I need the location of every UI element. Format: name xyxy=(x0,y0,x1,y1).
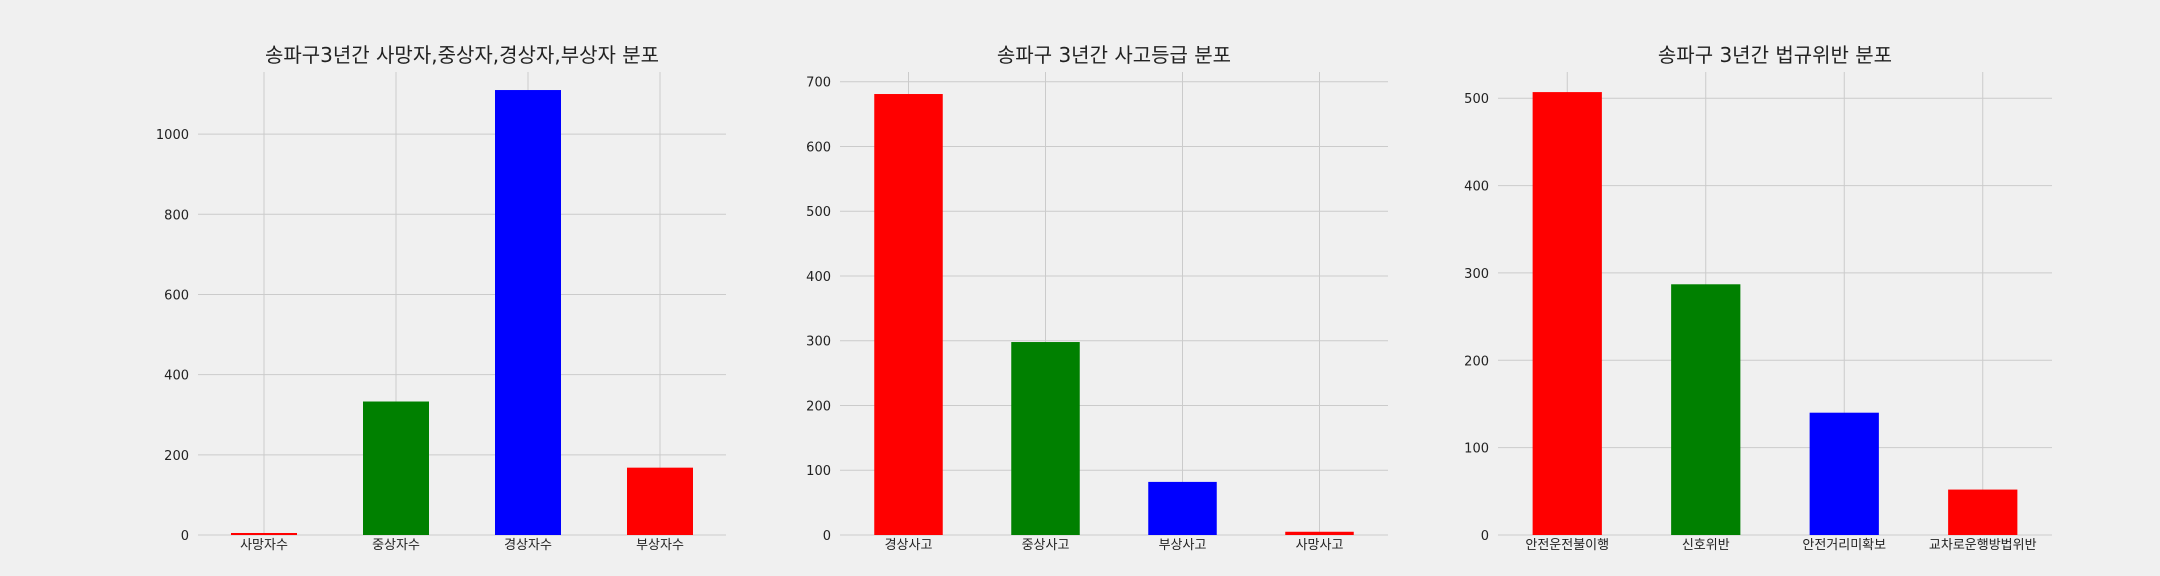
bar-2 xyxy=(363,401,429,535)
bar-3 xyxy=(495,90,561,535)
bar-2 xyxy=(1011,342,1080,535)
x-tick-label: 중상사고 xyxy=(1022,538,1070,553)
y-tick-label: 600 xyxy=(164,288,189,303)
y-tick-label: 100 xyxy=(806,464,831,479)
bar-1 xyxy=(874,94,943,535)
chart-title: 송파구3년간 사망자,중상자,경상자,부상자 분포 xyxy=(265,43,659,67)
y-tick-label: 400 xyxy=(806,270,831,285)
y-tick-label: 0 xyxy=(181,529,189,544)
bar-2 xyxy=(1671,284,1741,535)
y-tick-label: 300 xyxy=(806,335,831,350)
y-tick-label: 200 xyxy=(1464,354,1489,369)
y-tick-label: 200 xyxy=(164,449,189,464)
x-tick-label: 경상사고 xyxy=(885,538,933,553)
x-tick-label: 중상자수 xyxy=(372,538,420,553)
y-tick-label: 1000 xyxy=(156,128,189,143)
bar-4 xyxy=(1948,489,2018,535)
chart-3: 0 100 200 300 400 500 안전운전불이행 신호위반 안전거리미확보 교차로운행방… xyxy=(1464,43,2052,553)
y-tick-label: 500 xyxy=(806,205,831,220)
x-tick-label: 교차로운행방법위반 xyxy=(1929,537,2037,553)
y-tick-label: 400 xyxy=(1464,180,1489,195)
y-tick-label: 0 xyxy=(823,529,831,544)
y-tick-label: 800 xyxy=(164,208,189,223)
y-tick-label: 200 xyxy=(806,399,831,414)
bar-1 xyxy=(231,532,297,535)
y-tick-label: 500 xyxy=(1464,92,1489,107)
x-tick-label: 신호위반 xyxy=(1682,538,1730,553)
chart-2: 0 100 200 300 400 500 600 700 경상사고 중상사고 부상사고 사망사고 송파… xyxy=(806,43,1388,553)
chart-1: 0 200 400 600 800 1000 사망자수 중상자수 경상자수 부상자수 송파구3년간 … xyxy=(156,43,726,553)
x-tick-label: 경상자수 xyxy=(504,538,552,553)
y-tick-label: 400 xyxy=(164,369,189,384)
bar-4 xyxy=(1285,531,1354,535)
y-tick-label: 100 xyxy=(1464,442,1489,457)
x-tick-label: 안전운전불이행 xyxy=(1525,537,1609,553)
x-tick-label: 안전거리미확보 xyxy=(1802,538,1886,553)
x-tick-label: 부상사고 xyxy=(1159,538,1207,553)
bar-3 xyxy=(1809,412,1879,535)
x-tick-label: 사망사고 xyxy=(1296,538,1344,553)
y-tick-label: 600 xyxy=(806,140,831,155)
chart-title: 송파구 3년간 법규위반 분포 xyxy=(1658,43,1892,67)
y-tick-label: 700 xyxy=(806,76,831,91)
bar-3 xyxy=(1148,481,1217,535)
x-tick-label: 부상자수 xyxy=(636,538,684,553)
y-tick-label: 0 xyxy=(1481,529,1489,544)
y-tick-label: 300 xyxy=(1464,267,1489,282)
chart-title: 송파구 3년간 사고등급 분포 xyxy=(997,43,1231,67)
bar-1 xyxy=(1532,92,1602,535)
x-tick-label: 사망자수 xyxy=(240,538,288,553)
bar-4 xyxy=(627,467,693,535)
